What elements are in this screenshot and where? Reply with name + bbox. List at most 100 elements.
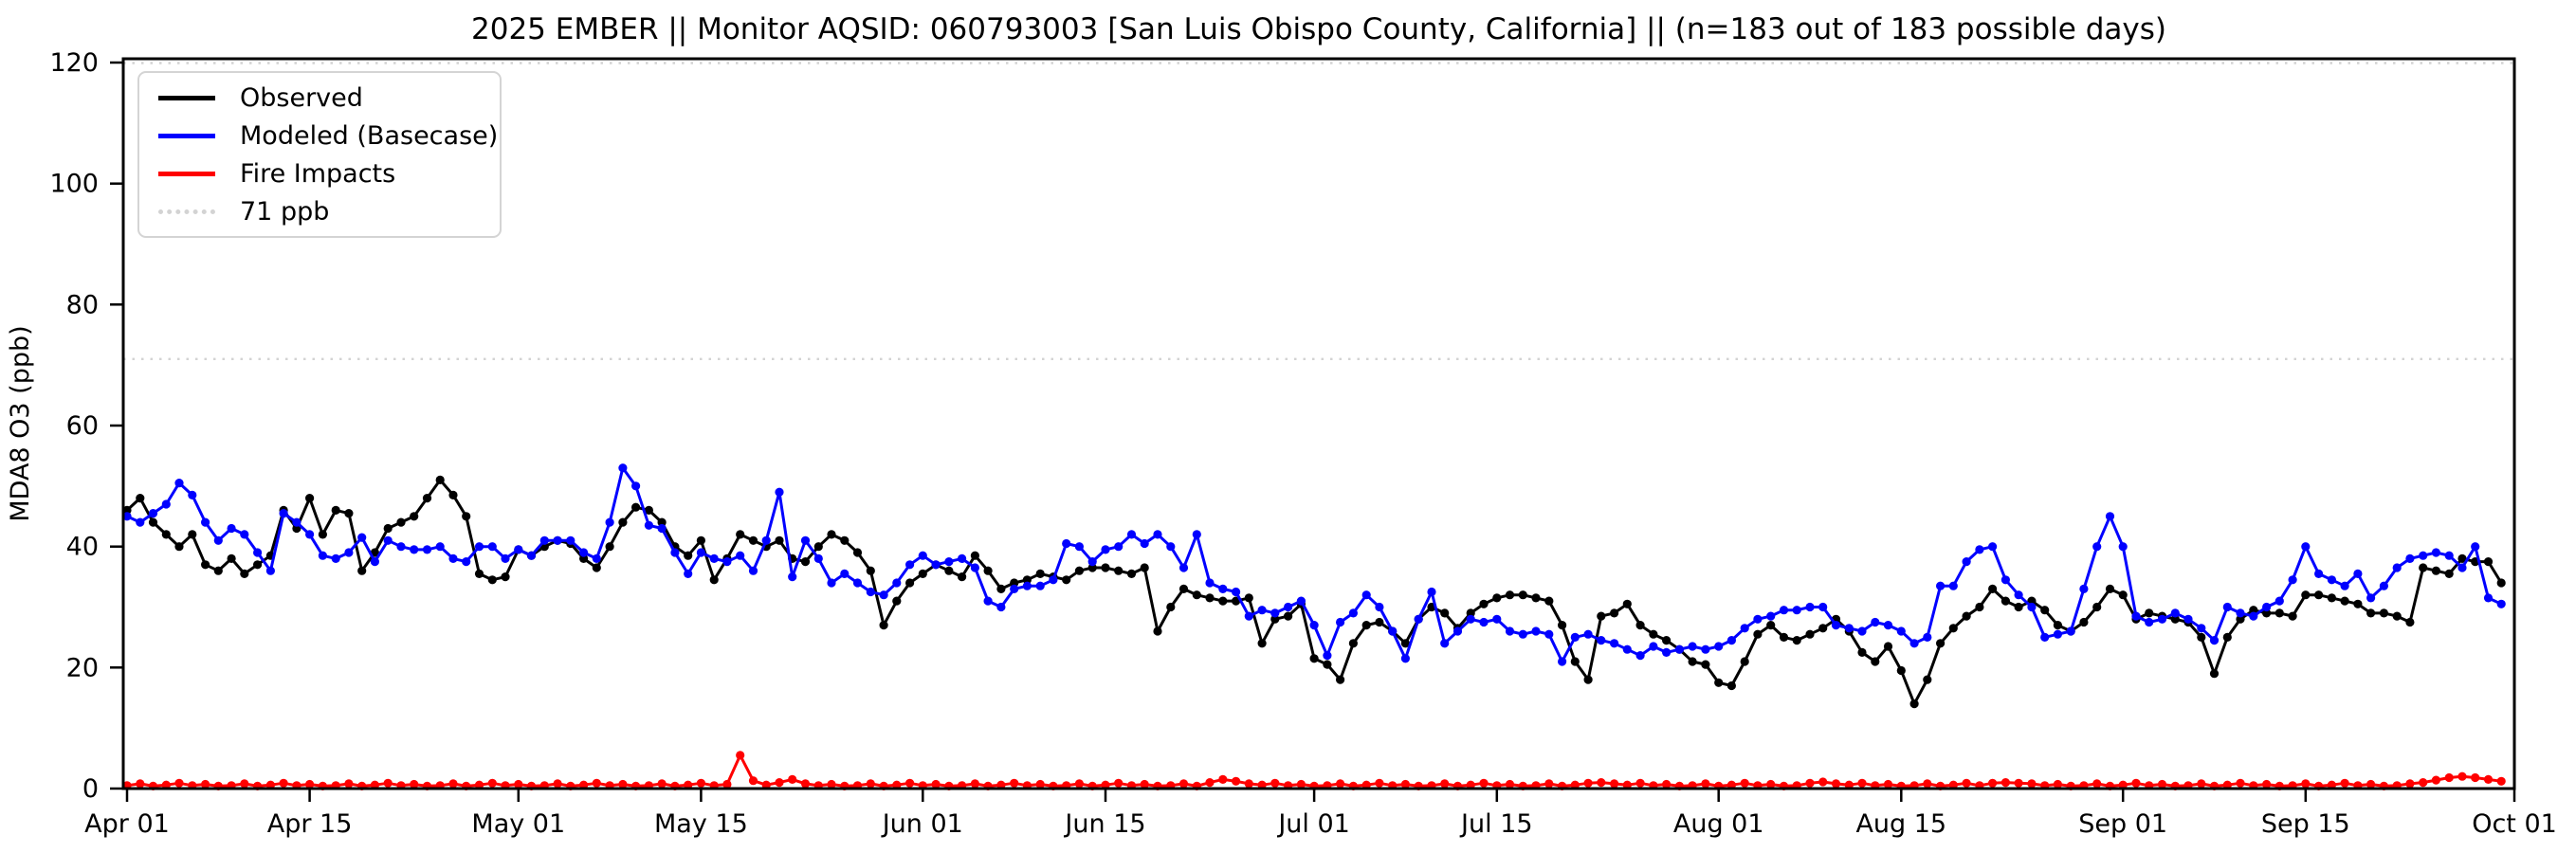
data-point-fire-impacts	[657, 779, 667, 789]
data-point-modeled-basecase	[1805, 602, 1815, 612]
data-point-modeled-basecase	[2197, 624, 2206, 633]
data-point-fire-impacts	[2301, 779, 2311, 789]
y-tick-label: 120	[49, 48, 99, 78]
data-point-fire-impacts	[201, 779, 210, 789]
data-point-observed	[618, 517, 628, 527]
data-point-fire-impacts	[1336, 779, 1345, 789]
data-point-fire-impacts	[1610, 779, 1619, 789]
data-point-fire-impacts	[1662, 779, 1672, 789]
data-point-modeled-basecase	[1936, 581, 1946, 590]
data-point-observed	[1074, 566, 1084, 575]
data-point-observed	[800, 557, 811, 567]
data-point-modeled-basecase	[2157, 614, 2167, 624]
data-point-fire-impacts	[827, 779, 836, 789]
data-point-modeled-basecase	[696, 548, 706, 557]
data-point-modeled-basecase	[840, 569, 850, 579]
data-point-observed	[1597, 611, 1606, 621]
data-point-observed	[657, 517, 667, 527]
data-point-observed	[2145, 608, 2154, 618]
data-point-observed	[1988, 584, 1998, 594]
data-point-fire-impacts	[2262, 779, 2272, 789]
data-point-observed	[1635, 621, 1645, 630]
data-point-fire-impacts	[1831, 779, 1841, 789]
data-point-observed	[1257, 639, 1267, 648]
data-point-observed	[1323, 660, 1332, 669]
data-point-modeled-basecase	[553, 535, 562, 545]
data-point-modeled-basecase	[1375, 602, 1384, 612]
data-point-observed	[1883, 642, 1893, 651]
data-point-fire-impacts	[931, 779, 941, 789]
data-point-modeled-basecase	[1218, 584, 1228, 594]
data-point-observed	[2040, 606, 2050, 615]
data-point-modeled-basecase	[970, 563, 979, 572]
data-point-modeled-basecase	[253, 548, 263, 557]
data-point-fire-impacts	[788, 774, 797, 785]
data-point-modeled-basecase	[501, 554, 510, 564]
y-tick-label: 0	[82, 774, 99, 804]
data-point-modeled-basecase	[279, 509, 288, 518]
data-point-observed	[918, 569, 927, 579]
data-point-observed	[2197, 632, 2206, 643]
data-point-observed	[827, 530, 836, 539]
data-point-observed	[1035, 569, 1045, 579]
data-point-modeled-basecase	[996, 602, 1006, 612]
data-point-observed	[1479, 599, 1489, 608]
x-tick-label: Jun 15	[1063, 809, 1145, 839]
y-tick-label: 40	[66, 533, 99, 562]
x-tick-label: May 01	[471, 809, 565, 839]
legend-label-fire-impacts: Fire Impacts	[240, 158, 396, 189]
data-point-modeled-basecase	[1740, 624, 1749, 633]
data-point-observed	[1936, 639, 1946, 648]
data-point-fire-impacts	[1701, 779, 1710, 789]
legend-line-modeled-icon	[158, 133, 215, 138]
data-point-observed	[2457, 554, 2467, 564]
data-point-modeled-basecase	[2040, 632, 2050, 643]
data-point-observed	[1126, 569, 1137, 579]
data-point-fire-impacts	[2405, 779, 2415, 789]
data-point-modeled-basecase	[2405, 554, 2415, 564]
data-point-observed	[253, 560, 263, 570]
data-point-modeled-basecase	[1518, 629, 1527, 639]
data-point-observed	[1309, 654, 1319, 663]
data-point-modeled-basecase	[1583, 629, 1593, 639]
data-point-observed	[174, 542, 184, 552]
data-point-modeled-basecase	[983, 596, 993, 606]
data-point-modeled-basecase	[1427, 587, 1436, 597]
data-point-observed	[1805, 629, 1815, 639]
data-point-modeled-basecase	[736, 551, 745, 560]
data-point-fire-impacts	[2131, 778, 2141, 788]
data-point-modeled-basecase	[1831, 621, 1841, 630]
data-point-observed	[2092, 602, 2102, 612]
data-point-fire-impacts	[1505, 779, 1515, 789]
data-point-fire-impacts	[2471, 772, 2480, 783]
data-point-observed	[213, 566, 223, 575]
x-tick-label: Aug 01	[1673, 809, 1764, 839]
legend-line-fire-impacts-icon	[158, 171, 215, 176]
data-point-modeled-basecase	[1988, 542, 1998, 552]
data-point-modeled-basecase	[761, 535, 771, 545]
data-point-observed	[1570, 657, 1580, 666]
data-point-modeled-basecase	[331, 554, 340, 564]
data-point-modeled-basecase	[1466, 614, 1475, 624]
data-point-observed	[357, 566, 367, 575]
data-point-observed	[1505, 590, 1515, 600]
data-point-observed	[2170, 614, 2180, 624]
data-point-modeled-basecase	[539, 535, 549, 545]
data-point-modeled-basecase	[1948, 581, 1958, 590]
data-point-modeled-basecase	[1857, 626, 1867, 636]
data-point-modeled-basecase	[748, 566, 758, 575]
data-point-modeled-basecase	[1126, 530, 1137, 539]
data-point-modeled-basecase	[1688, 642, 1697, 651]
data-point-observed	[1662, 636, 1672, 645]
legend-item-fire-impacts: Fire Impacts	[158, 161, 481, 187]
data-point-fire-impacts	[722, 779, 732, 789]
data-point-observed	[1896, 665, 1906, 676]
data-point-modeled-basecase	[1296, 596, 1306, 606]
data-point-modeled-basecase	[1074, 542, 1084, 552]
data-point-observed	[813, 542, 823, 552]
data-point-fire-impacts	[383, 778, 393, 788]
data-point-modeled-basecase	[827, 578, 836, 588]
data-point-modeled-basecase	[2249, 611, 2258, 621]
data-point-modeled-basecase	[2275, 596, 2284, 606]
